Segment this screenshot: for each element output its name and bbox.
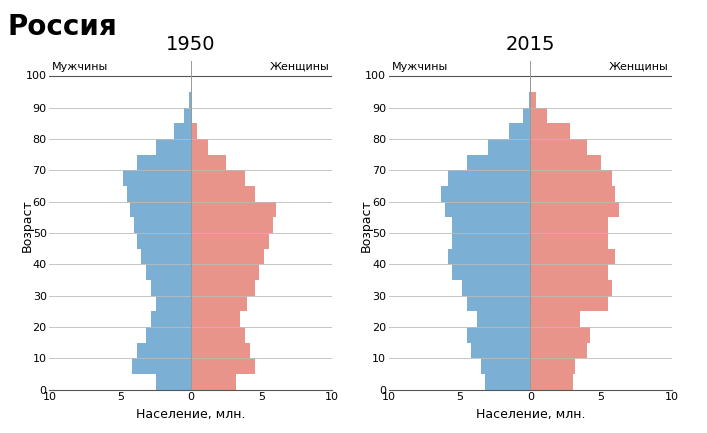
Bar bbox=[191, 233, 269, 249]
Bar bbox=[467, 296, 530, 311]
Bar bbox=[191, 170, 245, 186]
Bar bbox=[448, 170, 530, 186]
Bar bbox=[488, 139, 530, 155]
Bar bbox=[191, 249, 264, 264]
Bar bbox=[530, 108, 547, 123]
Bar bbox=[146, 327, 191, 343]
Bar bbox=[191, 108, 192, 123]
Bar bbox=[191, 186, 255, 202]
Bar bbox=[191, 202, 276, 217]
Y-axis label: Возраст: Возраст bbox=[360, 199, 373, 252]
Bar bbox=[530, 155, 601, 170]
Bar bbox=[441, 186, 530, 202]
Bar bbox=[530, 374, 573, 390]
Bar bbox=[191, 139, 208, 155]
Bar bbox=[530, 123, 570, 139]
Bar bbox=[477, 311, 530, 327]
Bar bbox=[146, 264, 191, 280]
Bar bbox=[462, 280, 530, 296]
Bar bbox=[191, 374, 236, 390]
Bar bbox=[452, 264, 530, 280]
Bar bbox=[123, 170, 191, 186]
X-axis label: Население, млн.: Население, млн. bbox=[476, 408, 585, 421]
X-axis label: Население, млн.: Население, млн. bbox=[136, 408, 245, 421]
Bar bbox=[530, 249, 615, 264]
Bar bbox=[184, 108, 191, 123]
Bar bbox=[141, 249, 191, 264]
Bar bbox=[523, 108, 530, 123]
Text: Мужчины: Мужчины bbox=[52, 61, 109, 71]
Bar bbox=[191, 264, 259, 280]
Text: 100: 100 bbox=[365, 71, 386, 81]
Bar bbox=[530, 233, 608, 249]
Y-axis label: Возраст: Возраст bbox=[21, 199, 33, 252]
Bar bbox=[530, 359, 575, 374]
Bar bbox=[191, 217, 273, 233]
Bar bbox=[530, 186, 615, 202]
Text: 1950: 1950 bbox=[166, 36, 216, 55]
Bar bbox=[191, 280, 255, 296]
Bar bbox=[191, 155, 226, 170]
Bar bbox=[530, 343, 587, 359]
Bar bbox=[530, 202, 619, 217]
Bar bbox=[156, 374, 191, 390]
Bar bbox=[481, 359, 530, 374]
Bar bbox=[137, 155, 191, 170]
Bar bbox=[530, 327, 590, 343]
Bar bbox=[529, 92, 530, 108]
Bar bbox=[467, 155, 530, 170]
Bar bbox=[485, 374, 530, 390]
Bar bbox=[151, 311, 191, 327]
Bar bbox=[132, 359, 191, 374]
Bar bbox=[130, 202, 191, 217]
Bar bbox=[156, 139, 191, 155]
Bar bbox=[530, 76, 532, 92]
Text: Мужчины: Мужчины bbox=[392, 61, 448, 71]
Bar bbox=[191, 343, 250, 359]
Bar bbox=[191, 123, 197, 139]
Bar bbox=[191, 327, 245, 343]
Bar bbox=[509, 123, 530, 139]
Bar bbox=[191, 359, 255, 374]
Bar bbox=[530, 217, 608, 233]
Bar bbox=[191, 311, 240, 327]
Bar bbox=[174, 123, 191, 139]
Bar bbox=[134, 217, 191, 233]
Bar bbox=[530, 170, 612, 186]
Bar bbox=[530, 139, 587, 155]
Bar bbox=[530, 296, 608, 311]
Bar bbox=[156, 296, 191, 311]
Bar bbox=[137, 233, 191, 249]
Bar bbox=[448, 249, 530, 264]
Text: Женщины: Женщины bbox=[609, 61, 669, 71]
Bar bbox=[530, 92, 536, 108]
Bar bbox=[530, 264, 608, 280]
Text: 2015: 2015 bbox=[506, 36, 555, 55]
Bar bbox=[151, 280, 191, 296]
Bar bbox=[452, 217, 530, 233]
Bar bbox=[530, 311, 580, 327]
Text: Россия: Россия bbox=[7, 13, 117, 41]
Bar bbox=[189, 92, 191, 108]
Bar bbox=[137, 343, 191, 359]
Bar bbox=[452, 233, 530, 249]
Bar bbox=[530, 280, 612, 296]
Bar bbox=[191, 296, 247, 311]
Bar bbox=[471, 343, 530, 359]
Text: Женщины: Женщины bbox=[269, 61, 329, 71]
Bar bbox=[127, 186, 191, 202]
Text: 100: 100 bbox=[25, 71, 47, 81]
Bar bbox=[445, 202, 530, 217]
Bar bbox=[467, 327, 530, 343]
